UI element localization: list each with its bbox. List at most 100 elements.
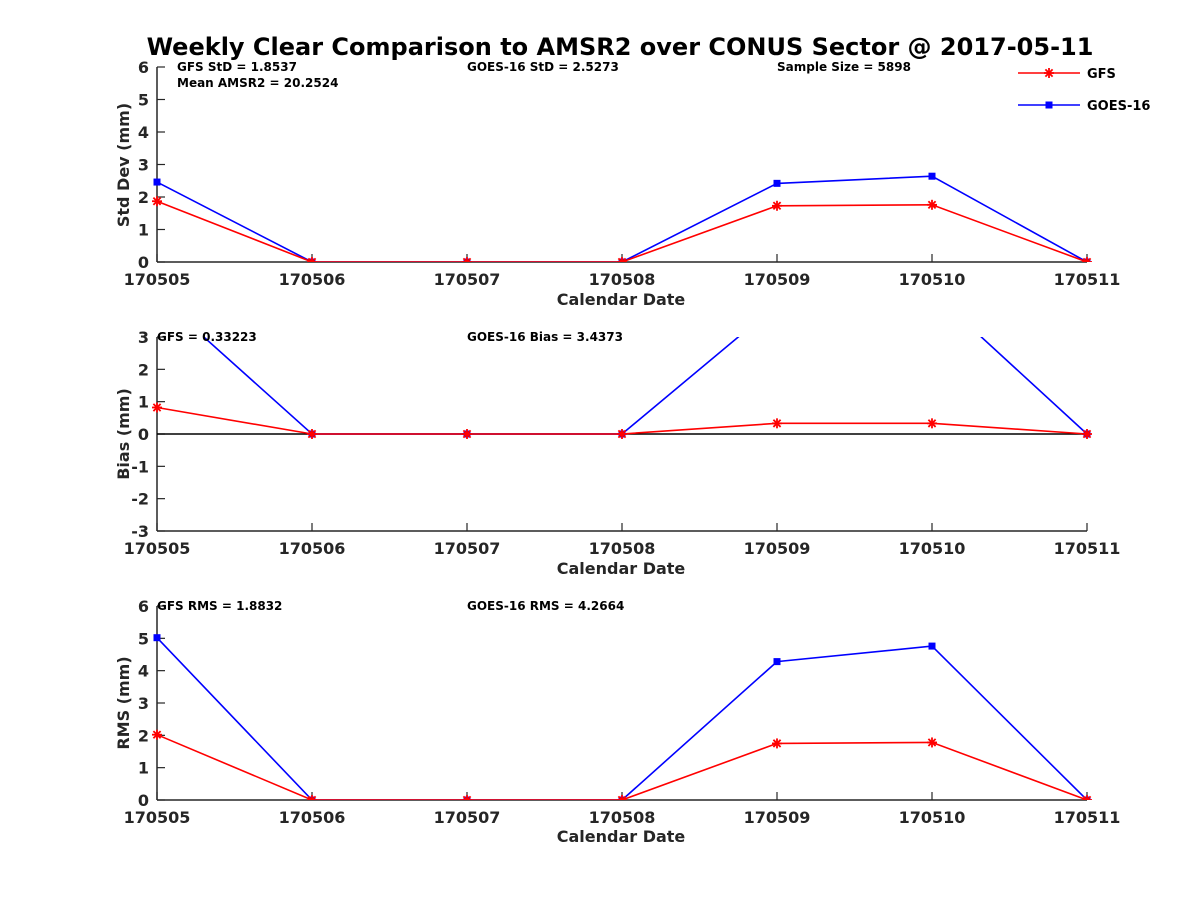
y-tick-label: 4 xyxy=(138,662,149,681)
y-axis-label: Std Dev (mm) xyxy=(114,103,133,227)
x-tick-label: 170511 xyxy=(1054,539,1121,558)
x-tick-label: 170510 xyxy=(899,808,966,827)
asterisk-stroke xyxy=(152,196,162,206)
x-tick-label: 170506 xyxy=(279,808,346,827)
data-point xyxy=(154,291,161,298)
asterisk-stroke xyxy=(307,257,314,262)
data-point xyxy=(928,172,936,180)
asterisk-stroke xyxy=(1044,68,1054,78)
data-point xyxy=(773,179,781,187)
series-line xyxy=(156,637,1088,800)
x-axis-label: Calendar Date xyxy=(557,290,686,309)
panel-2: -3 -2 -1 0 1 2 3 170505 170506 170507 170508 170509… xyxy=(114,288,1121,578)
x-tick-label: 170506 xyxy=(279,539,346,558)
asterisk-stroke xyxy=(617,429,627,439)
series-line xyxy=(156,200,1088,262)
asterisk-stroke xyxy=(927,738,937,747)
x-tick-label: 170509 xyxy=(744,808,811,827)
asterisk-stroke xyxy=(772,419,782,428)
series-line xyxy=(202,337,1088,435)
asterisk-stroke xyxy=(1082,429,1092,439)
data-point xyxy=(773,658,781,666)
x-tick-label: 170507 xyxy=(434,808,501,827)
asterisk-stroke xyxy=(307,429,317,439)
legend-item-gfs: GFS xyxy=(1018,67,1116,82)
data-point xyxy=(1082,257,1092,262)
asterisk-stroke xyxy=(617,257,624,262)
asterisk-stroke xyxy=(1082,795,1089,800)
x-tick-label: 170507 xyxy=(434,539,501,558)
asterisk-stroke xyxy=(465,795,472,800)
y-tick-label: -1 xyxy=(131,457,149,476)
x-tick-label: 170505 xyxy=(124,539,191,558)
y-tick-label: 2 xyxy=(138,188,149,207)
data-point xyxy=(1082,795,1092,800)
data-point xyxy=(1082,429,1092,439)
stat-annotation: Sample Size = 5898 xyxy=(777,60,911,74)
y-tick-label: 1 xyxy=(138,221,149,240)
y-tick-label: 6 xyxy=(138,597,149,616)
y-tick-label: 4 xyxy=(138,123,149,142)
data-point xyxy=(462,795,472,800)
x-tick-label: 170507 xyxy=(434,270,501,289)
data-point xyxy=(617,257,627,262)
series-line xyxy=(156,733,1088,800)
data-point xyxy=(772,738,782,749)
y-tick-label: 1 xyxy=(138,759,149,778)
x-tick-label: 170509 xyxy=(744,539,811,558)
x-tick-label: 170508 xyxy=(589,808,656,827)
asterisk-stroke xyxy=(1085,257,1092,262)
y-tick-label: 3 xyxy=(138,156,149,175)
data-point xyxy=(772,200,782,211)
x-axis-label: Calendar Date xyxy=(557,559,686,578)
data-point xyxy=(927,418,937,429)
asterisk-stroke xyxy=(772,739,782,748)
asterisk-stroke xyxy=(465,257,472,262)
x-tick-label: 170508 xyxy=(589,539,656,558)
series-gfs xyxy=(152,729,1092,800)
y-tick-label: 6 xyxy=(138,58,149,77)
data-point xyxy=(307,429,317,439)
data-point xyxy=(307,795,317,800)
series-gfs xyxy=(152,196,1092,262)
data-point xyxy=(772,418,782,429)
asterisk-stroke xyxy=(772,201,782,211)
y-tick-label: 0 xyxy=(138,791,149,810)
x-tick-label: 170511 xyxy=(1054,270,1121,289)
x-tick-label: 170511 xyxy=(1054,808,1121,827)
data-point xyxy=(774,301,781,308)
asterisk-stroke xyxy=(927,419,937,428)
data-point xyxy=(152,729,162,740)
legend-item-goes-16: GOES-16 xyxy=(1018,99,1150,114)
asterisk-stroke xyxy=(310,795,317,800)
y-axis-label: RMS (mm) xyxy=(114,656,133,749)
legend-marker xyxy=(1044,68,1054,78)
asterisk-stroke xyxy=(462,429,472,439)
asterisk-stroke xyxy=(620,257,627,262)
data-point xyxy=(927,199,937,210)
asterisk-stroke xyxy=(620,795,627,800)
series-gfs xyxy=(152,402,1092,439)
legend-marker xyxy=(1045,101,1053,109)
panel-1: 0 1 2 3 4 5 6 170505 170506 170507 170508 170509 170… xyxy=(114,58,1120,309)
legend-label: GFS xyxy=(1087,67,1116,82)
asterisk-stroke xyxy=(1082,257,1089,262)
y-tick-label: -2 xyxy=(131,490,149,509)
x-tick-label: 170506 xyxy=(279,270,346,289)
series-line xyxy=(156,175,1088,262)
x-tick-label: 170510 xyxy=(899,270,966,289)
asterisk-stroke xyxy=(462,795,469,800)
stat-annotation: GOES-16 Bias = 3.4373 xyxy=(467,330,623,344)
y-tick-label: 5 xyxy=(138,91,149,110)
asterisk-stroke xyxy=(152,403,162,412)
x-tick-label: 170505 xyxy=(124,270,191,289)
x-tick-label: 170510 xyxy=(899,539,966,558)
legend-label: GOES-16 xyxy=(1087,99,1150,114)
y-tick-label: 5 xyxy=(138,629,149,648)
data-point xyxy=(153,634,161,642)
y-tick-label: 1 xyxy=(138,393,149,412)
data-point xyxy=(929,288,936,295)
x-tick-label: 170505 xyxy=(124,808,191,827)
asterisk-stroke xyxy=(152,730,162,739)
